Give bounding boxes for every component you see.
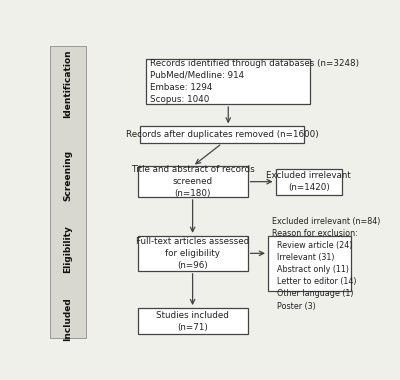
Text: Records after duplicates removed (n=1600): Records after duplicates removed (n=1600… [126, 130, 318, 139]
Text: Records identified through databases (n=3248)
PubMed/Medline: 914
Embase: 1294
S: Records identified through databases (n=… [150, 59, 359, 104]
FancyBboxPatch shape [138, 236, 248, 271]
FancyBboxPatch shape [268, 236, 351, 291]
Text: Screening: Screening [64, 150, 72, 201]
Text: Included: Included [64, 297, 72, 341]
FancyBboxPatch shape [138, 166, 248, 197]
FancyBboxPatch shape [138, 308, 248, 334]
FancyBboxPatch shape [50, 46, 86, 338]
Text: Studies included
(n=71): Studies included (n=71) [156, 311, 229, 332]
Text: Full-text articles assessed
for eligibility
(n=96): Full-text articles assessed for eligibil… [136, 237, 249, 270]
Text: Excluded irrelevant (n=84)
Reason for exclusion:
  Review article (24)
  Irrelev: Excluded irrelevant (n=84) Reason for ex… [272, 217, 380, 310]
FancyBboxPatch shape [146, 59, 310, 104]
Text: Eligibility: Eligibility [64, 225, 72, 273]
Text: Identification: Identification [64, 49, 72, 118]
Text: Excluded irrelevant
(n=1420): Excluded irrelevant (n=1420) [266, 171, 351, 192]
FancyBboxPatch shape [140, 127, 304, 143]
Text: Title and abstract of records
screened
(n=180): Title and abstract of records screened (… [131, 165, 254, 198]
FancyBboxPatch shape [276, 169, 342, 195]
